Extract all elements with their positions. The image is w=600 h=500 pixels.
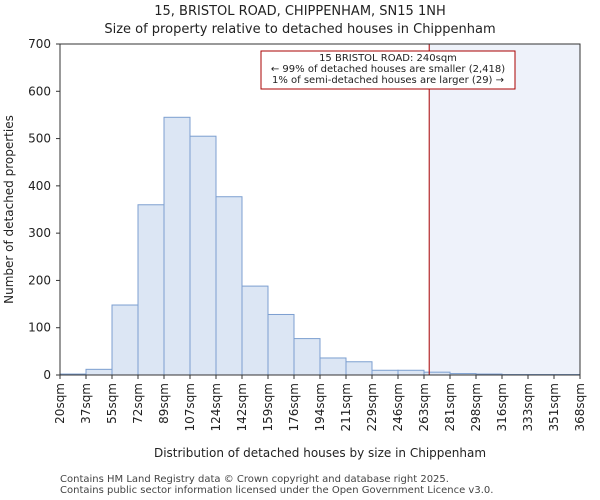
chart-subtitle: Size of property relative to detached ho… xyxy=(104,22,496,37)
annotation-box xyxy=(260,50,516,90)
y-tick-label-600: 600 xyxy=(28,84,51,98)
bar-194sqm xyxy=(319,357,347,376)
annotation-line-2: ← 99% of detached houses are smaller (2,… xyxy=(271,64,505,75)
bar-211sqm xyxy=(345,361,373,376)
bar-176sqm xyxy=(293,338,321,376)
y-tick-label-300: 300 xyxy=(28,226,51,240)
x-tick-label-159sqm: 159sqm xyxy=(261,383,275,431)
y-tick-label-700: 700 xyxy=(28,37,51,51)
bar-55sqm xyxy=(111,304,139,376)
annotation-line-1: 15 BRISTOL ROAD: 240sqm xyxy=(319,53,457,64)
x-tick-label-246sqm: 246sqm xyxy=(391,383,405,431)
y-tick-label-0: 0 xyxy=(43,368,51,382)
chart-title: 15, BRISTOL ROAD, CHIPPENHAM, SN15 1NH xyxy=(154,4,446,19)
x-tick-label-333sqm: 333sqm xyxy=(521,383,535,431)
y-axis-label: Number of detached properties xyxy=(2,115,16,304)
larger-region-shade xyxy=(429,44,580,375)
x-tick-label-298sqm: 298sqm xyxy=(469,383,483,431)
bar-229sqm xyxy=(371,369,399,376)
x-tick-label-20sqm: 20sqm xyxy=(53,383,67,424)
x-tick-label-368sqm: 368sqm xyxy=(573,383,587,431)
bar-37sqm xyxy=(85,368,113,376)
bar-89sqm xyxy=(163,116,191,376)
x-axis-label: Distribution of detached houses by size … xyxy=(154,446,486,460)
bar-246sqm xyxy=(397,369,425,376)
annotation-line-3: 1% of semi-detached houses are larger (2… xyxy=(272,75,504,86)
x-tick-label-211sqm: 211sqm xyxy=(339,383,353,431)
x-tick-label-229sqm: 229sqm xyxy=(365,383,379,431)
bar-124sqm xyxy=(215,196,243,376)
x-tick-label-176sqm: 176sqm xyxy=(287,383,301,431)
x-tick-label-316sqm: 316sqm xyxy=(495,383,509,431)
x-tick-label-263sqm: 263sqm xyxy=(417,383,431,431)
x-tick-label-142sqm: 142sqm xyxy=(235,383,249,431)
x-tick-label-89sqm: 89sqm xyxy=(157,383,171,424)
y-tick-label-500: 500 xyxy=(28,132,51,146)
bar-107sqm xyxy=(189,135,217,376)
x-tick-label-281sqm: 281sqm xyxy=(443,383,457,431)
x-tick-label-55sqm: 55sqm xyxy=(105,383,119,424)
x-tick-label-351sqm: 351sqm xyxy=(547,383,561,431)
footer-line-2: Contains public sector information licen… xyxy=(60,485,494,496)
footer-line-1: Contains HM Land Registry data © Crown c… xyxy=(60,474,449,485)
x-tick-label-107sqm: 107sqm xyxy=(183,383,197,431)
bar-142sqm xyxy=(241,285,269,376)
bar-159sqm xyxy=(267,313,295,376)
y-tick-label-400: 400 xyxy=(28,179,51,193)
y-tick-label-100: 100 xyxy=(28,321,51,335)
x-tick-label-124sqm: 124sqm xyxy=(209,383,223,431)
x-tick-label-72sqm: 72sqm xyxy=(131,383,145,424)
x-tick-label-194sqm: 194sqm xyxy=(313,383,327,431)
x-tick-label-37sqm: 37sqm xyxy=(79,383,93,424)
y-tick-label-200: 200 xyxy=(28,273,51,287)
bar-72sqm xyxy=(137,204,165,376)
